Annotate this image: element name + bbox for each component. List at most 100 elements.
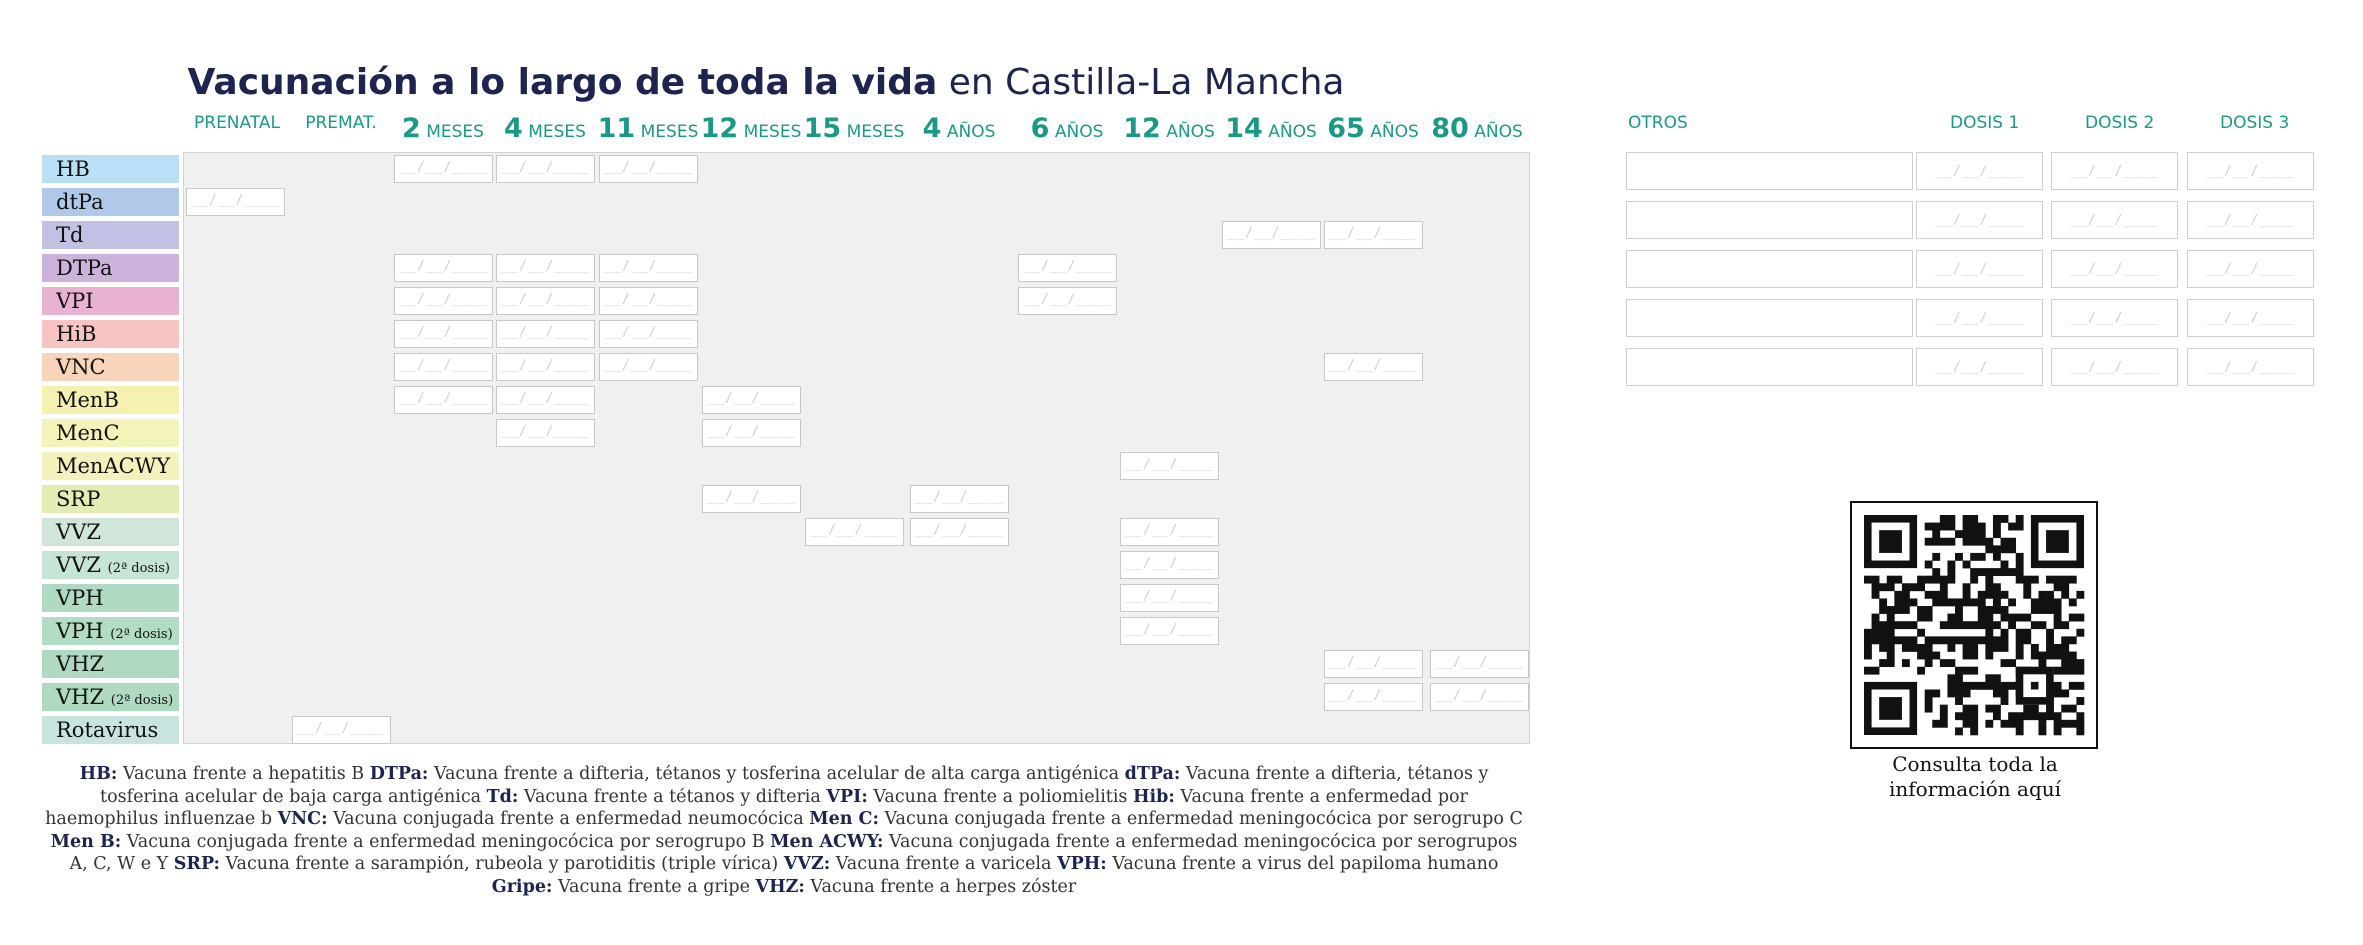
- legend-text: Vacuna frente a herpes zóster: [804, 876, 1077, 897]
- others-vaccine-field[interactable]: [1626, 250, 1913, 288]
- date-cell[interactable]: __/__/____: [1324, 221, 1423, 249]
- date-cell[interactable]: __/__/____: [496, 287, 595, 315]
- date-placeholder: __/__/____: [1023, 292, 1112, 307]
- dose-date-field[interactable]: __/__/____: [1916, 201, 2043, 239]
- date-cell[interactable]: __/__/____: [599, 155, 698, 183]
- date-cell[interactable]: __/__/____: [1430, 650, 1529, 678]
- others-vaccine-field[interactable]: [1626, 201, 1913, 239]
- date-cell[interactable]: __/__/____: [702, 485, 801, 513]
- vaccine-label: Td: [42, 221, 179, 249]
- date-cell[interactable]: __/__/____: [496, 155, 595, 183]
- date-placeholder: __/__/____: [399, 259, 488, 274]
- age-header: 65 AÑOS: [1313, 113, 1433, 144]
- date-placeholder: __/__/____: [604, 325, 693, 340]
- date-cell[interactable]: __/__/____: [1430, 683, 1529, 711]
- vaccine-label: dtPa: [42, 188, 179, 216]
- date-cell[interactable]: __/__/____: [496, 320, 595, 348]
- date-placeholder: __/__/____: [1329, 688, 1418, 703]
- others-vaccine-field[interactable]: [1626, 348, 1913, 386]
- date-cell[interactable]: __/__/____: [702, 419, 801, 447]
- date-cell[interactable]: __/__/____: [292, 716, 391, 744]
- date-cell[interactable]: __/__/____: [1120, 584, 1219, 612]
- qr-code[interactable]: [1850, 501, 2098, 749]
- title-bold: Vacunación a lo largo de toda la vida: [187, 62, 938, 103]
- dose2-header: DOSIS 2: [2085, 113, 2155, 133]
- date-cell[interactable]: __/__/____: [805, 518, 904, 546]
- date-cell[interactable]: __/__/____: [1324, 683, 1423, 711]
- legend-abbr: Gripe:: [491, 876, 553, 897]
- vaccine-name: VHZ: [56, 652, 105, 676]
- legend-text: Vacuna conjugada frente a enfermedad men…: [878, 809, 1523, 829]
- date-placeholder: __/__/____: [1023, 259, 1112, 274]
- date-cell[interactable]: __/__/____: [394, 353, 493, 381]
- dose-date-field[interactable]: __/__/____: [2051, 250, 2178, 288]
- legend-text: Vacuna frente a tétanos y difteria: [518, 786, 827, 807]
- date-cell[interactable]: __/__/____: [702, 386, 801, 414]
- vaccine-label: VPI: [42, 287, 179, 315]
- date-cell[interactable]: __/__/____: [394, 254, 493, 282]
- date-cell[interactable]: __/__/____: [1120, 452, 1219, 480]
- date-placeholder: __/__/____: [1125, 556, 1214, 571]
- vaccine-label: Rotavirus: [42, 716, 179, 744]
- legend-text: Vacuna conjugada frente a enfermedad men…: [69, 831, 1518, 875]
- date-placeholder: __/__/____: [1125, 622, 1214, 637]
- date-placeholder: __/__/____: [191, 193, 280, 208]
- vaccine-name: HB: [56, 157, 90, 181]
- dose-date-field[interactable]: __/__/____: [2051, 152, 2178, 190]
- dose-date-field[interactable]: __/__/____: [1916, 299, 2043, 337]
- qr-caption: Consulta toda la información aquí: [1888, 752, 2062, 801]
- date-cell[interactable]: __/__/____: [394, 386, 493, 414]
- date-cell[interactable]: __/__/____: [394, 287, 493, 315]
- dose-date-field[interactable]: __/__/____: [2187, 152, 2314, 190]
- vaccine-label: VPH: [42, 584, 179, 612]
- dose-date-field[interactable]: __/__/____: [2187, 250, 2314, 288]
- date-placeholder: __/__/____: [604, 358, 693, 373]
- date-cell[interactable]: __/__/____: [599, 353, 698, 381]
- dose-date-field[interactable]: __/__/____: [1916, 348, 2043, 386]
- age-unit: MESES: [738, 122, 802, 142]
- date-placeholder: __/__/____: [707, 424, 796, 439]
- date-cell[interactable]: __/__/____: [1018, 287, 1117, 315]
- date-cell[interactable]: __/__/____: [910, 518, 1009, 546]
- dose-date-field[interactable]: __/__/____: [2187, 299, 2314, 337]
- vaccination-grid: [183, 152, 1530, 744]
- date-cell[interactable]: __/__/____: [394, 155, 493, 183]
- age-header: 12 AÑOS: [1109, 113, 1229, 144]
- date-cell[interactable]: __/__/____: [599, 320, 698, 348]
- age-unit: PREMAT.: [305, 113, 377, 133]
- date-placeholder: __/__/____: [399, 160, 488, 175]
- date-cell[interactable]: __/__/____: [1120, 617, 1219, 645]
- date-cell[interactable]: __/__/____: [496, 254, 595, 282]
- date-placeholder: __/__/____: [1329, 358, 1418, 373]
- date-placeholder: __/__/____: [2206, 164, 2295, 179]
- date-cell[interactable]: __/__/____: [1324, 353, 1423, 381]
- dose-date-field[interactable]: __/__/____: [2051, 299, 2178, 337]
- age-number: 11: [597, 113, 636, 144]
- vaccine-name: MenACWY: [56, 454, 171, 478]
- legend-abbr: HB:: [79, 764, 118, 784]
- dose-date-field[interactable]: __/__/____: [2187, 348, 2314, 386]
- date-cell[interactable]: __/__/____: [1222, 221, 1321, 249]
- legend-text: Vacuna frente a poliomielitis: [867, 786, 1133, 807]
- age-number: 4: [922, 113, 942, 144]
- date-cell[interactable]: __/__/____: [186, 188, 285, 216]
- date-cell[interactable]: __/__/____: [496, 386, 595, 414]
- date-cell[interactable]: __/__/____: [1324, 650, 1423, 678]
- date-cell[interactable]: __/__/____: [599, 254, 698, 282]
- date-cell[interactable]: __/__/____: [599, 287, 698, 315]
- dose-date-field[interactable]: __/__/____: [2051, 201, 2178, 239]
- date-cell[interactable]: __/__/____: [1018, 254, 1117, 282]
- dose-date-field[interactable]: __/__/____: [1916, 250, 2043, 288]
- date-placeholder: __/__/____: [501, 292, 590, 307]
- date-cell[interactable]: __/__/____: [1120, 518, 1219, 546]
- date-cell[interactable]: __/__/____: [1120, 551, 1219, 579]
- date-cell[interactable]: __/__/____: [496, 353, 595, 381]
- date-cell[interactable]: __/__/____: [910, 485, 1009, 513]
- date-cell[interactable]: __/__/____: [496, 419, 595, 447]
- date-cell[interactable]: __/__/____: [394, 320, 493, 348]
- others-vaccine-field[interactable]: [1626, 152, 1913, 190]
- dose-date-field[interactable]: __/__/____: [2187, 201, 2314, 239]
- dose-date-field[interactable]: __/__/____: [2051, 348, 2178, 386]
- dose-date-field[interactable]: __/__/____: [1916, 152, 2043, 190]
- others-vaccine-field[interactable]: [1626, 299, 1913, 337]
